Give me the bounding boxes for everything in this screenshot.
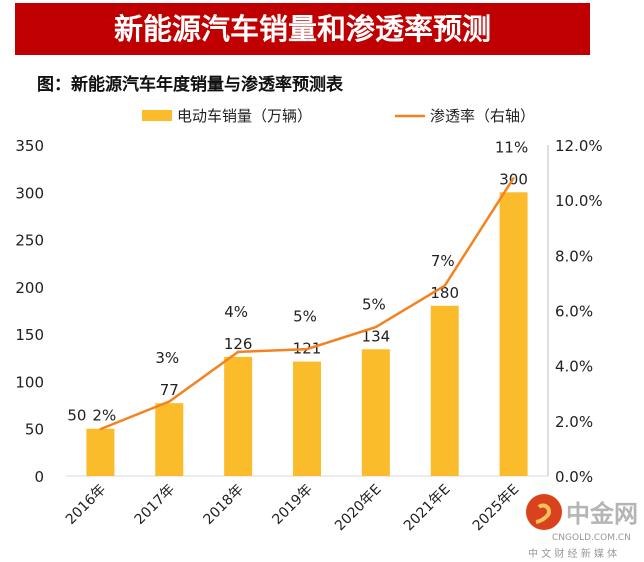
line-value-label: 5% [362,295,386,313]
logo-domain: CNGOLD.COM.CN [552,533,631,543]
bar-value-label: 77 [160,381,179,399]
x-tick-label: 2019年 [269,482,315,528]
line-point [374,326,377,329]
x-tick-label: 2020年E [332,482,385,535]
right-tick-label: 8.0% [555,247,593,265]
bar [361,349,390,476]
chart-subtitle: 图：新能源汽车年度销量与渗透率预测表 [37,75,343,95]
bar-value-label: 50 [67,407,86,425]
bar-value-label: 134 [362,327,391,345]
bar [224,356,253,476]
bar-value-label: 126 [224,335,253,353]
line-value-label: 2% [92,407,116,425]
left-tick-label: 350 [15,137,44,155]
logo-name: 中金网 [566,500,638,528]
bar-value-label: 180 [430,284,459,302]
legend-bar-label: 电动车销量（万辆） [177,107,312,125]
right-tick-label: 4.0% [555,358,593,376]
logo-tagline: 中 文 财 经 新 媒 体 [528,547,617,560]
x-tick-label: 2018年 [201,482,247,528]
left-tick-label: 150 [15,326,44,344]
line-point [512,177,515,180]
right-tick-label: 0.0% [555,468,593,486]
left-tick-label: 50 [25,421,44,439]
left-tick-label: 200 [15,279,44,297]
left-tick-label: 300 [15,184,44,202]
bar [293,361,321,476]
line-value-label: 4% [224,303,248,321]
banner-title: 新能源汽车销量和渗透率预测 [15,3,590,55]
line-point [306,348,308,351]
x-tick-label: 2016年 [63,482,109,528]
line-value-label: 3% [155,349,179,367]
right-tick-label: 10.0% [555,192,603,210]
right-tick-label: 2.0% [555,413,593,431]
watermark-logo: 中金网 CNGOLD.COM.CN 中 文 财 经 新 媒 体 [526,494,638,560]
left-tick-label: 250 [15,232,44,250]
line-value-label: 7% [431,252,455,270]
right-tick-label: 6.0% [555,303,593,321]
bar [155,403,184,476]
legend-line-label: 渗透率（右轴） [430,107,535,125]
line-point [443,284,446,287]
left-tick-label: 100 [15,373,44,391]
bar [86,428,115,476]
bar [430,305,459,476]
line-point [237,350,240,353]
left-tick-label: 0 [34,468,44,486]
bar [499,192,528,477]
legend-bar-swatch [142,110,172,121]
x-tick-label: 2021年E [401,482,454,535]
line-point [168,400,171,403]
line-value-label: 11% [495,138,528,156]
right-tick-label: 12.0% [555,137,603,155]
logo-icon [526,494,562,530]
line-value-label: 5% [293,308,317,326]
line-point [99,428,102,431]
x-tick-label: 2017年 [132,482,178,528]
x-tick-label: 2025年E [470,482,523,535]
